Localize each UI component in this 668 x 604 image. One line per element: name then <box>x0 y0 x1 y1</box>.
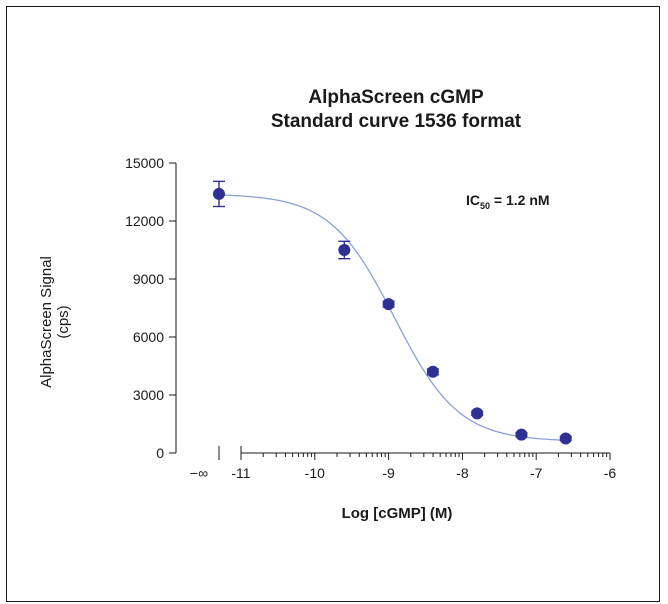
figure-frame <box>6 6 660 602</box>
x-tick-label: -10 <box>305 465 325 481</box>
ic50-prefix: IC <box>466 192 480 208</box>
ic50-value: = 1.2 nM <box>490 192 550 208</box>
y-axis-label: AlphaScreen Signal <box>38 256 55 388</box>
y-tick-label: 12000 <box>125 213 164 229</box>
x-axis-ticks: -11 -10 -9 -8 -7 -6 −∞ <box>190 453 617 481</box>
axes <box>175 163 610 460</box>
data-point <box>213 187 225 200</box>
data-point <box>559 432 572 445</box>
x-tick-label: -6 <box>604 465 617 481</box>
data-point <box>382 298 395 311</box>
x-tick-label: -11 <box>231 465 250 481</box>
ic50-subscript: 50 <box>480 201 490 211</box>
data-point <box>515 428 528 441</box>
x-tick-label: -9 <box>382 465 395 481</box>
x-tick-label-zero: −∞ <box>190 465 208 481</box>
data-point <box>338 244 351 256</box>
chart-subtitle: Standard curve 1536 format <box>271 111 522 132</box>
y-tick-label: 9000 <box>133 271 164 287</box>
y-tick-label: 0 <box>156 445 164 461</box>
y-tick-label: 15000 <box>125 155 164 171</box>
y-axis-unit: (cps) <box>55 305 72 338</box>
fit-curve <box>218 194 566 441</box>
chart-title: AlphaScreen cGMP <box>308 87 484 108</box>
data-point <box>471 407 484 420</box>
data-point <box>426 365 439 378</box>
y-tick-label: 6000 <box>133 329 164 345</box>
y-tick-label: 3000 <box>133 387 164 403</box>
ic50-annotation: IC50 = 1.2 nM <box>466 192 550 211</box>
x-tick-label: -7 <box>530 465 543 481</box>
x-tick-label: -8 <box>456 465 469 481</box>
error-bars <box>213 180 572 442</box>
y-axis-ticks: 0 3000 6000 9000 12000 15000 <box>125 155 176 461</box>
data-points <box>213 187 572 445</box>
x-axis-label: Log [cGMP] (M) <box>342 505 453 522</box>
